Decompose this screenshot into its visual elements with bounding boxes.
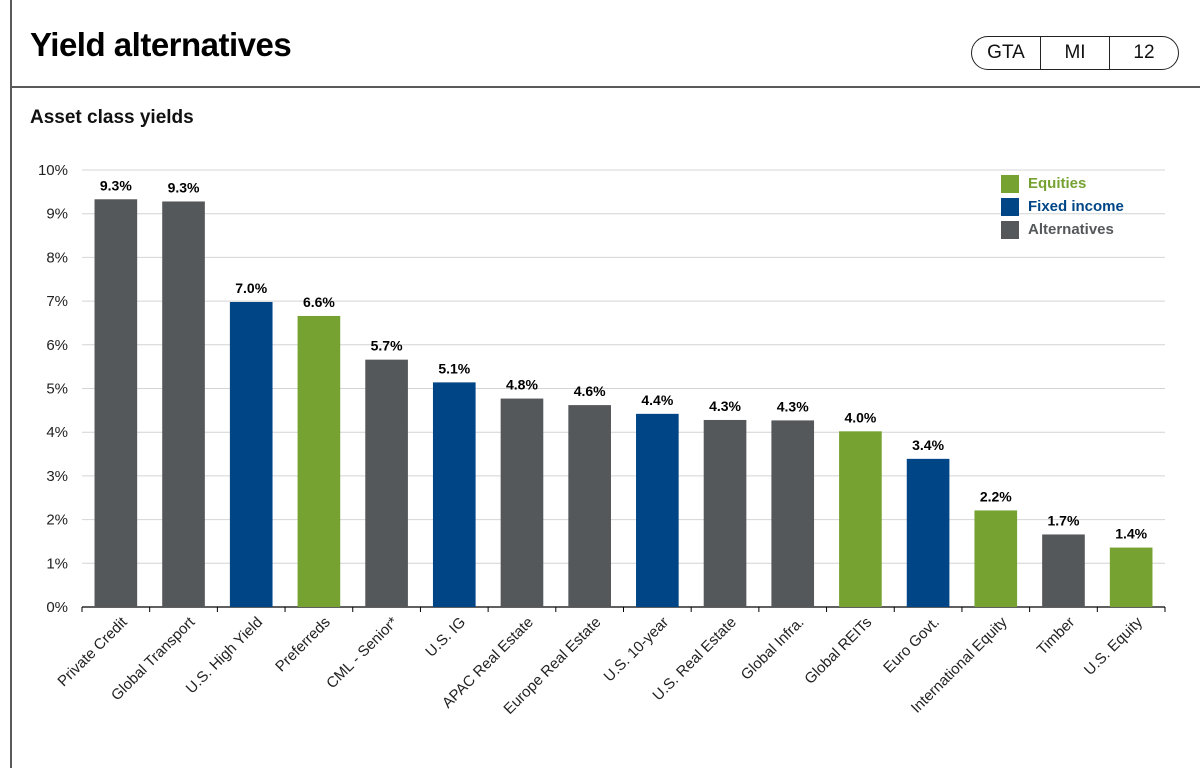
bar — [94, 199, 138, 608]
data-label: 7.0% — [235, 280, 267, 296]
legend-swatch-fixed-income — [1001, 197, 1019, 216]
nav-gta-button[interactable]: GTA — [987, 42, 1025, 63]
header-divider — [10, 86, 1200, 88]
page-title: Yield alternatives — [30, 26, 292, 63]
y-tick-label: 7% — [46, 293, 68, 310]
bar — [162, 201, 205, 608]
data-label: 1.4% — [1115, 526, 1147, 542]
bar — [839, 431, 882, 607]
x-tick-label: Private Credit — [54, 613, 131, 690]
legend-swatch-equities — [1001, 174, 1019, 193]
y-tick-label: 4% — [46, 424, 68, 441]
legend-label-equities: Equities — [1028, 175, 1087, 192]
bar — [636, 413, 679, 607]
bar — [974, 510, 1018, 607]
data-label: 2.2% — [980, 488, 1012, 504]
bar — [432, 382, 476, 607]
y-tick-label: 10% — [38, 162, 68, 179]
bar — [1042, 534, 1085, 607]
bar — [365, 359, 408, 607]
legend-swatch-alternatives — [1001, 220, 1019, 239]
data-label: 3.4% — [912, 437, 944, 453]
data-label: 4.0% — [844, 409, 876, 425]
bar — [1109, 547, 1153, 607]
x-tick-label: U.S. IG — [422, 614, 469, 661]
bar — [229, 301, 273, 607]
y-tick-label: 9% — [46, 206, 68, 223]
legend-label-fixed-income: Fixed income — [1028, 198, 1124, 215]
data-label: 6.6% — [303, 294, 335, 310]
data-label: 9.3% — [100, 177, 132, 193]
data-label: 1.7% — [1048, 512, 1080, 528]
x-tick-label: Euro Govt. — [880, 614, 943, 677]
chart-title: Asset class yields — [30, 107, 194, 128]
x-tick-label: Global REITs — [801, 614, 875, 688]
data-label: 4.3% — [709, 398, 741, 414]
legend-label-alternatives: Alternatives — [1028, 221, 1114, 238]
x-tick-label: CML - Senior* — [323, 614, 401, 692]
data-label: 4.8% — [506, 377, 538, 393]
x-tick-label: U.S. 10-year — [601, 614, 673, 686]
bar — [297, 315, 341, 607]
y-tick-label: 8% — [46, 249, 68, 266]
page-number-button[interactable]: 12 — [1109, 37, 1178, 69]
y-tick-label: 0% — [46, 599, 68, 616]
bar — [906, 458, 950, 607]
legend-item-equities: Equities — [1001, 172, 1124, 195]
legend-item-alternatives: Alternatives — [1001, 218, 1124, 241]
page-nav-pill: GTA MI 12 — [971, 36, 1179, 70]
x-tick-label: Timber — [1034, 614, 1079, 659]
y-tick-label: 1% — [46, 555, 68, 572]
data-label: 4.6% — [574, 383, 606, 399]
data-label: 4.4% — [641, 392, 673, 408]
bar — [568, 405, 611, 607]
left-border-rule — [10, 0, 12, 768]
bar — [771, 420, 815, 607]
chart-legend: Equities Fixed income Alternatives — [1001, 172, 1124, 241]
bar — [500, 398, 544, 607]
y-tick-label: 6% — [46, 337, 68, 354]
nav-mi-button[interactable]: MI — [1040, 37, 1109, 69]
data-label: 5.7% — [371, 338, 403, 354]
y-tick-label: 3% — [46, 468, 68, 485]
y-tick-label: 5% — [46, 381, 68, 398]
x-tick-label: Global Infra. — [738, 614, 808, 684]
x-tick-label: U.S. Equity — [1081, 613, 1146, 678]
bar — [703, 419, 747, 607]
y-tick-label: 2% — [46, 512, 68, 529]
data-label: 9.3% — [168, 179, 200, 195]
x-tick-label: Preferreds — [272, 614, 334, 676]
data-label: 4.3% — [777, 398, 809, 414]
data-label: 5.1% — [438, 360, 470, 376]
legend-item-fixed-income: Fixed income — [1001, 195, 1124, 218]
